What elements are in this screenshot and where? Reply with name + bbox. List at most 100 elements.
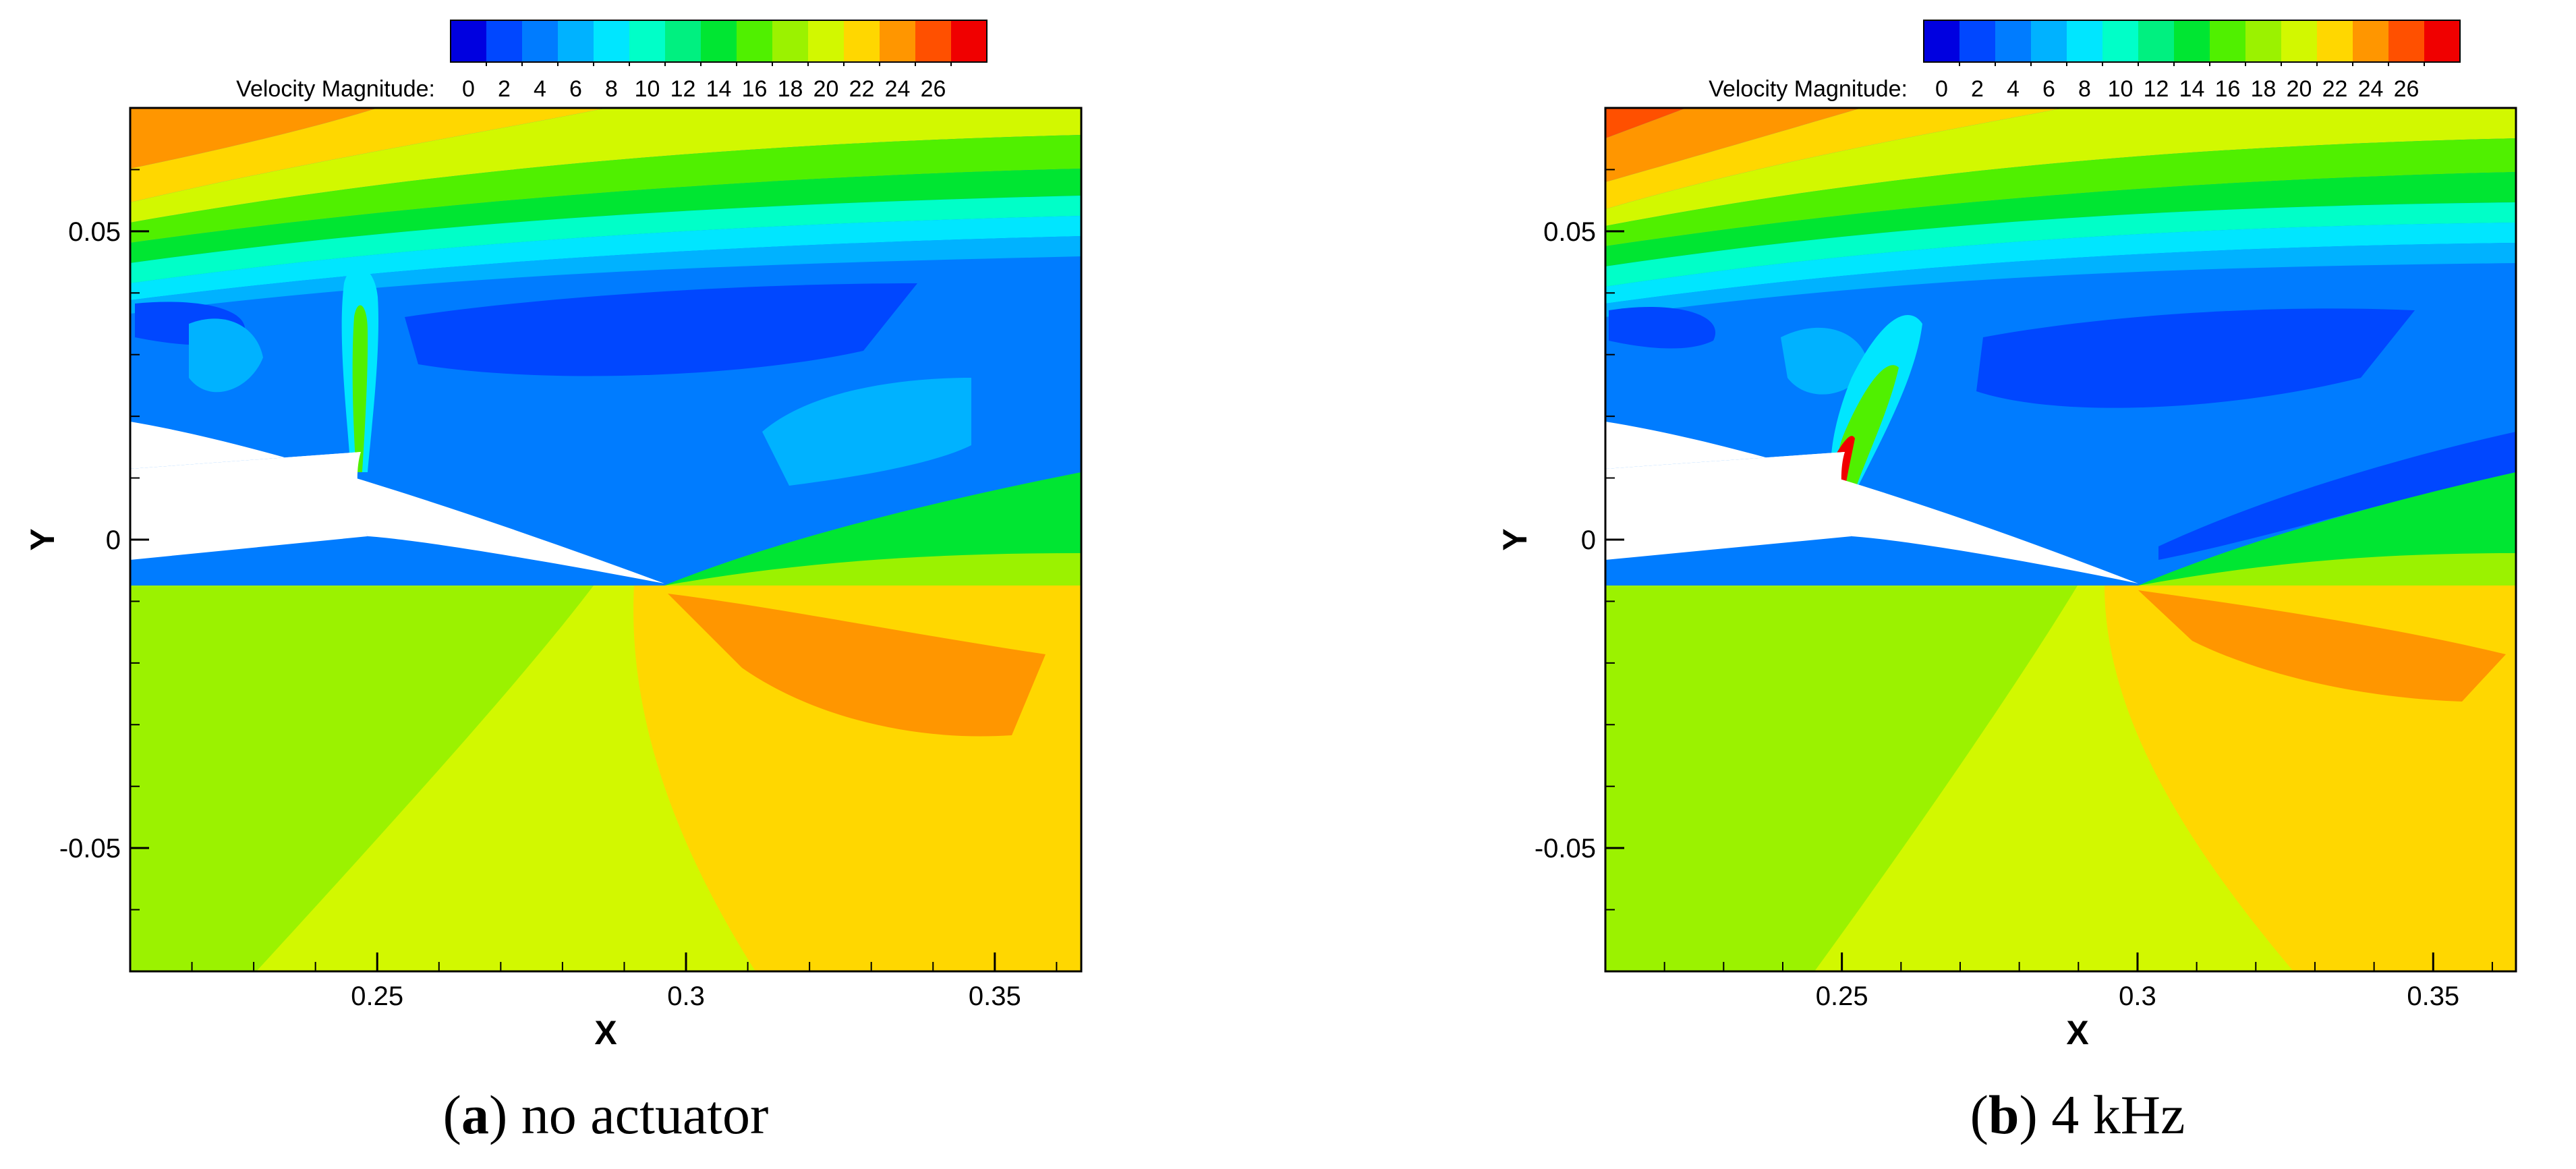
band-a-top-cyan: [130, 216, 1081, 300]
y-axis-label-a: Y: [24, 528, 61, 550]
lower-a-orange: [668, 594, 1046, 737]
colorbar-a-swatch: [665, 20, 702, 62]
colorbar-a-tick-label: 18: [778, 76, 803, 102]
colorbar-b-swatch: [1995, 20, 2032, 62]
colorbar-a-swatch: [915, 20, 952, 62]
colorbar-b-tick-label: 16: [2215, 76, 2241, 102]
colorbar-a-tick-labels: 0 2 4 6 8 10 12 14 16 18 20 22 24 26: [462, 62, 952, 102]
band-a-top-teal: [130, 196, 1081, 283]
contour-field-b: [1605, 108, 2516, 971]
colorbar-b-tick-label: 26: [2394, 76, 2420, 102]
y-tick-label-b: 0: [1581, 525, 1596, 555]
colorbar-a-swatch: [451, 20, 487, 62]
band-b-top-green2: [1605, 172, 2516, 266]
y-axis-b: 0.05 0 -0.05: [1535, 169, 1624, 911]
colorbar-a: Velocity Magnitude: 0 2 4 6 8 10 12 14 16 18 20 22 2…: [236, 20, 988, 102]
band-a-top-orange: [130, 108, 378, 169]
jet-b-green: [1837, 365, 1899, 499]
colorbar-b-swatch: [2067, 20, 2103, 62]
colorbar-b-swatch: [1959, 20, 1996, 62]
band-b-top-orange: [1605, 108, 1862, 182]
colorbar-a-tick-label: 10: [635, 76, 660, 102]
band-b-low-dark2: [1609, 307, 1716, 349]
x-tick-label-a: 0.25: [351, 981, 403, 1011]
caption-b-text: 4 kHz: [2051, 1084, 2185, 1145]
colorbar-b-swatch: [2353, 20, 2389, 62]
band-a-top-green: [130, 135, 1081, 243]
colorbar-b-tick-label: 24: [2358, 76, 2384, 102]
x-axis-a: 0.25 0.3 0.35: [191, 952, 1058, 1011]
colorbar-b-swatch: [2102, 20, 2139, 62]
colorbar-b: Velocity Magnitude: 0 2 4 6 8 10 12 14 16 18 20 22 2…: [1709, 20, 2461, 102]
colorbar-a-tick-label: 8: [605, 76, 618, 102]
band-b-low-dark3: [2158, 432, 2516, 560]
colorbar-a-swatch: [594, 20, 630, 62]
airfoil-b-lower: [1605, 452, 1852, 560]
airfoil-a: [130, 422, 664, 583]
colorbar-b-tick-label: 0: [1935, 76, 1948, 102]
colorbar-a-swatch: [772, 20, 809, 62]
colorbar-a-tick-label: 0: [462, 76, 475, 102]
colorbar-b-tick-labels: 0 2 4 6 8 10 12 14 16 18 20 22 24 26: [1935, 62, 2425, 102]
colorbar-b-swatch: [1924, 20, 1960, 62]
band-a-top-green2: [130, 169, 1081, 263]
colorbar-a-swatch: [880, 20, 916, 62]
panel-a: Velocity Magnitude: 0 2 4 6 8 10 12 14 16 18 20 22 2…: [24, 20, 1083, 1145]
x-tick-label-b: 0.3: [2119, 981, 2156, 1011]
colorbar-a-border: [450, 20, 988, 63]
caption-b-label: b: [1988, 1084, 2020, 1145]
colorbar-b-tick-label: 12: [2144, 76, 2169, 102]
colorbar-b-tick-label: 10: [2108, 76, 2134, 102]
colorbar-a-tick-label: 4: [534, 76, 546, 102]
colorbar-a-tick-label: 24: [885, 76, 911, 102]
colorbar-a-title: Velocity Magnitude:: [236, 76, 435, 102]
colorbar-a-swatch: [522, 20, 559, 62]
colorbar-b-swatch: [2424, 20, 2461, 62]
x-axis-label-b: X: [2066, 1014, 2088, 1052]
band-a-top-yellow: [130, 108, 607, 202]
band-a-low-cyan: [762, 378, 971, 486]
contour-field-a: [130, 108, 1081, 971]
colorbar-a-swatch: [629, 20, 666, 62]
colorbar-b-swatch: [2245, 20, 2282, 62]
x-tick-label-a: 0.35: [969, 981, 1021, 1011]
colorbar-b-tick-label: 18: [2251, 76, 2277, 102]
colorbar-b-tick-label: 22: [2322, 76, 2348, 102]
x-tick-label-a: 0.3: [667, 981, 705, 1011]
y-axis-label-b: Y: [1496, 528, 1534, 550]
band-b-top-cyan: [1605, 223, 2516, 304]
colorbar-a-tick-label: 26: [921, 76, 946, 102]
band-b-top-teal: [1605, 202, 2516, 287]
colorbar-b-tick-label: 14: [2179, 76, 2205, 102]
colorbar-a-tick-label: 14: [706, 76, 732, 102]
colorbar-a-swatch: [951, 20, 988, 62]
colorbar-b-tick-label: 20: [2287, 76, 2312, 102]
caption-a-text: no actuator: [521, 1084, 769, 1145]
y-tick-label-a: 0: [106, 525, 121, 555]
band-b-top-yellow: [1605, 108, 2064, 209]
colorbar-a-tick-label: 16: [742, 76, 768, 102]
colorbar-b-swatch: [2174, 20, 2210, 62]
colorbar-a-swatch: [737, 20, 773, 62]
colorbar-a-swatch: [844, 20, 880, 62]
y-tick-label-a: 0.05: [68, 217, 121, 247]
x-tick-label-b: 0.35: [2407, 981, 2459, 1011]
colorbar-a-tick-label: 22: [849, 76, 875, 102]
colorbar-a-swatch: [808, 20, 845, 62]
y-tick-label-a: -0.05: [59, 834, 121, 863]
colorbar-b-swatches: [1923, 20, 2461, 63]
band-b-low-dark1: [1976, 308, 2415, 408]
colorbar-b-swatch: [2210, 20, 2246, 62]
colorbar-a-swatch: [486, 20, 523, 62]
band-b-low-cyan: [1781, 327, 1868, 395]
jet-a-core: [352, 305, 368, 472]
colorbar-b-swatch: [2281, 20, 2318, 62]
colorbar-a-tick-label: 20: [813, 76, 839, 102]
band-b-top-lightblue: [1605, 243, 2516, 317]
x-axis-b: 0.25 0.3 0.35: [1663, 952, 2493, 1011]
y-tick-label-b: 0.05: [1543, 217, 1596, 247]
colorbar-a-tick-label: 2: [498, 76, 511, 102]
colorbar-b-swatch: [2388, 20, 2425, 62]
caption-a-label: a: [461, 1084, 489, 1145]
colorbar-a-swatch: [701, 20, 737, 62]
